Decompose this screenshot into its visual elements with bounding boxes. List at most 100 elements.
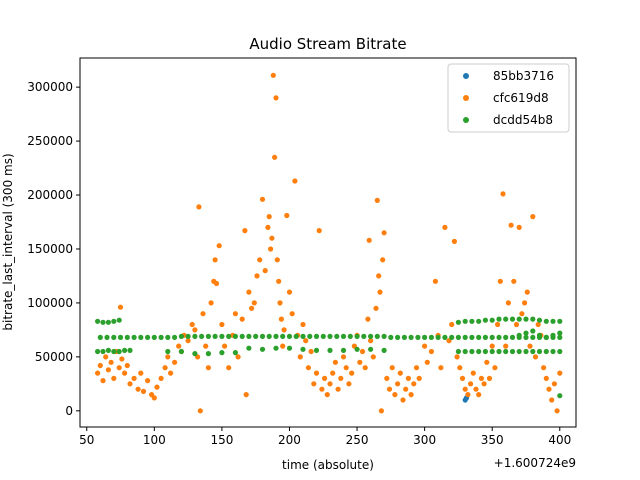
- data-point-cfc619d8: [459, 375, 466, 381]
- data-point-cfc619d8: [138, 370, 144, 376]
- data-point-cfc619d8: [281, 327, 287, 333]
- data-point-cfc619d8: [511, 278, 517, 284]
- data-point-cfc619d8: [378, 408, 384, 414]
- data-point-cfc619d8: [468, 381, 474, 387]
- data-point-dcdd54b8: [111, 348, 117, 355]
- data-point-dcdd54b8: [226, 333, 232, 339]
- data-point-cfc619d8: [478, 375, 484, 381]
- data-point-cfc619d8: [239, 316, 245, 322]
- data-point-cfc619d8: [451, 238, 457, 244]
- data-point-cfc619d8: [208, 300, 214, 306]
- data-point-cfc619d8: [408, 392, 414, 398]
- data-point-dcdd54b8: [476, 334, 482, 340]
- data-point-dcdd54b8: [354, 346, 360, 352]
- data-point-cfc619d8: [495, 321, 501, 328]
- data-point-cfc619d8: [235, 354, 241, 360]
- data-point-dcdd54b8: [455, 319, 461, 325]
- data-point-dcdd54b8: [530, 328, 536, 334]
- data-point-cfc619d8: [266, 214, 272, 220]
- data-point-cfc619d8: [259, 196, 266, 202]
- data-point-dcdd54b8: [543, 334, 549, 340]
- legend-marker-dcdd54b8: [463, 117, 469, 123]
- data-point-cfc619d8: [108, 359, 114, 365]
- data-point-dcdd54b8: [422, 334, 428, 340]
- data-point-cfc619d8: [357, 359, 363, 365]
- data-point-cfc619d8: [313, 370, 320, 376]
- data-point-dcdd54b8: [95, 348, 101, 355]
- data-point-cfc619d8: [519, 311, 525, 317]
- data-point-cfc619d8: [551, 381, 558, 387]
- data-point-dcdd54b8: [361, 333, 367, 339]
- data-point-cfc619d8: [476, 392, 482, 398]
- data-point-dcdd54b8: [354, 333, 360, 339]
- data-point-dcdd54b8: [462, 318, 468, 324]
- data-point-dcdd54b8: [550, 348, 556, 355]
- data-point-dcdd54b8: [516, 316, 522, 322]
- data-point-cfc619d8: [546, 386, 552, 392]
- data-point-dcdd54b8: [158, 334, 164, 340]
- data-point-dcdd54b8: [293, 333, 299, 339]
- data-point-dcdd54b8: [469, 334, 475, 340]
- data-point-cfc619d8: [438, 365, 444, 371]
- x-offset-label: +1.600724e9: [494, 456, 576, 470]
- data-point-cfc619d8: [192, 327, 198, 333]
- data-point-dcdd54b8: [340, 333, 347, 339]
- data-point-dcdd54b8: [286, 345, 293, 351]
- data-point-cfc619d8: [222, 343, 228, 349]
- data-point-dcdd54b8: [395, 334, 401, 340]
- data-point-dcdd54b8: [266, 333, 272, 339]
- legend-label-85bb3716: 85bb3716: [493, 69, 554, 83]
- data-point-cfc619d8: [340, 354, 347, 360]
- data-point-cfc619d8: [319, 386, 325, 392]
- data-point-dcdd54b8: [503, 316, 509, 322]
- data-point-dcdd54b8: [550, 332, 556, 338]
- x-tick-label: 150: [210, 433, 233, 447]
- data-point-cfc619d8: [486, 375, 493, 381]
- data-point-dcdd54b8: [530, 348, 536, 355]
- y-tick-label: 100000: [27, 296, 73, 310]
- data-point-dcdd54b8: [388, 334, 394, 340]
- data-point-cfc619d8: [543, 375, 549, 381]
- data-point-dcdd54b8: [550, 318, 556, 324]
- data-point-dcdd54b8: [205, 333, 211, 339]
- data-point-dcdd54b8: [509, 348, 516, 355]
- data-point-cfc619d8: [346, 381, 352, 387]
- data-point-cfc619d8: [395, 381, 401, 387]
- data-point-dcdd54b8: [199, 333, 205, 339]
- legend-marker-cfc619d8: [463, 95, 469, 101]
- data-point-cfc619d8: [557, 370, 563, 376]
- y-tick-label: 300000: [27, 80, 73, 94]
- data-point-cfc619d8: [368, 338, 374, 344]
- data-point-cfc619d8: [365, 316, 371, 322]
- data-point-dcdd54b8: [300, 346, 306, 352]
- data-point-cfc619d8: [400, 397, 406, 403]
- data-point-cfc619d8: [530, 214, 536, 220]
- data-point-cfc619d8: [403, 386, 409, 392]
- y-tick-label: 50000: [35, 350, 73, 364]
- data-point-cfc619d8: [154, 384, 160, 390]
- data-point-dcdd54b8: [347, 333, 353, 339]
- data-point-dcdd54b8: [127, 347, 133, 353]
- data-point-dcdd54b8: [469, 348, 475, 355]
- data-point-cfc619d8: [324, 392, 330, 398]
- data-point-dcdd54b8: [523, 348, 529, 355]
- data-point-dcdd54b8: [469, 318, 475, 324]
- data-point-cfc619d8: [127, 381, 133, 387]
- data-point-cfc619d8: [413, 365, 420, 371]
- legend-label-cfc619d8: cfc619d8: [493, 91, 549, 105]
- data-point-cfc619d8: [262, 268, 268, 274]
- data-point-dcdd54b8: [116, 317, 122, 323]
- data-point-cfc619d8: [124, 362, 130, 369]
- data-point-dcdd54b8: [415, 334, 421, 340]
- data-point-dcdd54b8: [259, 346, 266, 352]
- data-point-dcdd54b8: [205, 351, 211, 357]
- x-tick-label: 300: [413, 433, 436, 447]
- data-point-cfc619d8: [335, 386, 341, 392]
- data-point-dcdd54b8: [105, 347, 111, 353]
- data-point-dcdd54b8: [219, 333, 225, 339]
- data-point-cfc619d8: [384, 375, 390, 381]
- data-point-cfc619d8: [203, 343, 209, 349]
- data-point-dcdd54b8: [178, 333, 184, 339]
- data-point-cfc619d8: [522, 300, 528, 306]
